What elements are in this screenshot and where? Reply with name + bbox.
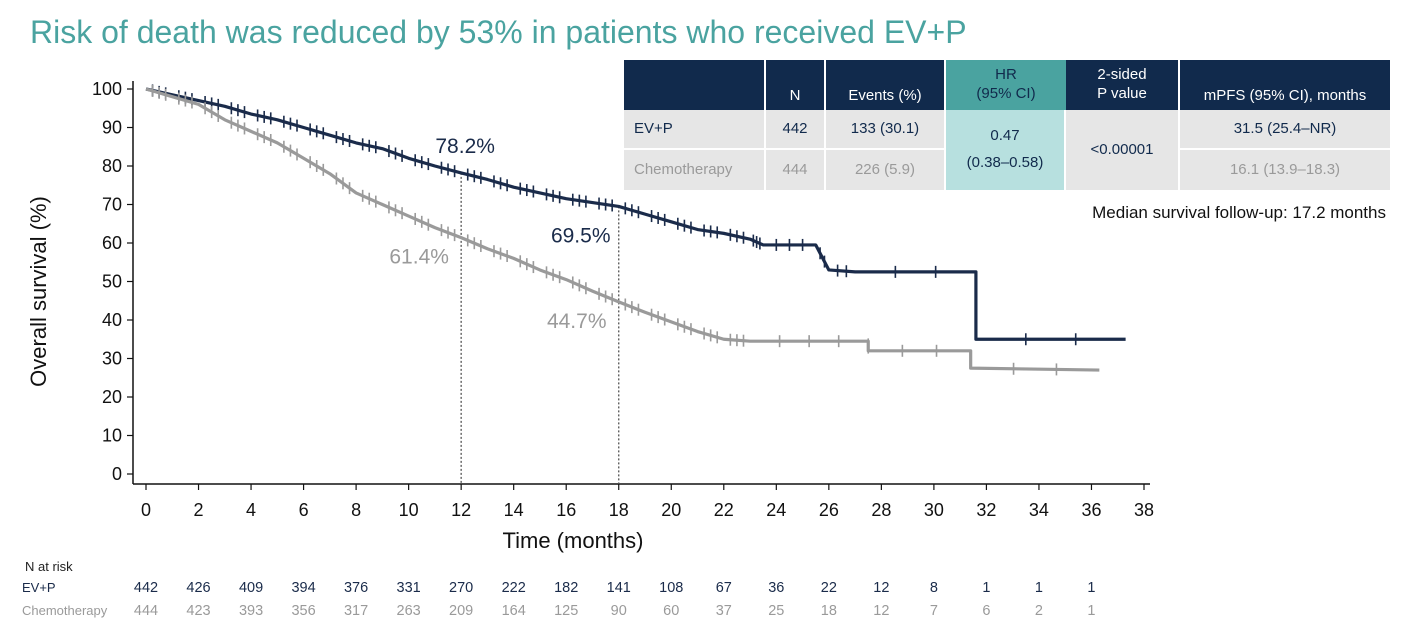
x-tick-label: 12	[451, 500, 471, 520]
header-hr-line1: HR	[995, 66, 1017, 84]
x-tick-label: 16	[556, 500, 576, 520]
row-chemo-events: 226 (5.9)	[826, 150, 946, 190]
row-evp-mpfs: 31.5 (25.4–NR)	[1180, 110, 1390, 150]
p-value-cell: <0.00001	[1066, 110, 1180, 190]
y-tick-label: 40	[102, 310, 122, 330]
page-title: Risk of death was reduced by 53% in pati…	[30, 14, 967, 50]
x-tick-label: 30	[924, 500, 944, 520]
x-tick-label: 0	[141, 500, 151, 520]
header-hr: HR (95% CI)	[946, 60, 1066, 110]
x-tick-label: 4	[246, 500, 256, 520]
x-tick-label: 8	[351, 500, 361, 520]
series-line-evp	[145, 87, 1126, 341]
y-tick-label: 100	[92, 79, 122, 99]
y-axis-label: Overall survival (%)	[26, 196, 51, 387]
annotation-69-5pct: 69.5%	[551, 224, 611, 247]
x-tick-label: 6	[299, 500, 309, 520]
header-mpfs: mPFS (95% CI), months	[1180, 60, 1390, 110]
x-tick-label: 38	[1134, 500, 1154, 520]
x-tick-label: 10	[399, 500, 419, 520]
header-pvalue-line1: 2-sided	[1097, 66, 1147, 84]
header-n: N	[766, 60, 826, 110]
row-evp-n: 442	[766, 110, 826, 150]
hr-value: 0.47	[990, 127, 1020, 145]
stats-table: N Events (%) HR (95% CI) 2-sided P value…	[624, 60, 1390, 190]
hr-value-cell: 0.47 (0.38–0.58)	[946, 110, 1066, 190]
followup-note: Median survival follow-up: 17.2 months	[1092, 203, 1386, 222]
x-tick-label: 20	[661, 500, 681, 520]
y-tick-label: 60	[102, 233, 122, 253]
x-tick-label: 26	[819, 500, 839, 520]
header-pvalue-line2: P value	[1097, 85, 1147, 102]
y-tick-label: 20	[102, 387, 122, 407]
y-tick-label: 80	[102, 156, 122, 176]
y-tick-label: 10	[102, 426, 122, 446]
annotation-61-4pct: 61.4%	[389, 246, 449, 269]
x-tick-label: 18	[609, 500, 629, 520]
x-tick-label: 24	[766, 500, 786, 520]
x-tick-label: 14	[504, 500, 524, 520]
row-evp-group: EV+P	[624, 110, 766, 150]
row-chemo-n: 444	[766, 150, 826, 190]
row-chemo-group: Chemotherapy	[624, 150, 766, 190]
y-tick-label: 50	[102, 272, 122, 292]
row-chemo-mpfs: 16.1 (13.9–18.3)	[1180, 150, 1390, 190]
series-line-chemo	[145, 87, 1100, 372]
x-tick-label: 28	[871, 500, 891, 520]
y-tick-label: 70	[102, 195, 122, 215]
header-pvalue: 2-sided P value	[1066, 60, 1180, 110]
header-hr-line2: (95% CI)	[976, 85, 1036, 102]
x-tick-label: 32	[976, 500, 996, 520]
y-tick-label: 30	[102, 349, 122, 369]
x-tick-label: 22	[714, 500, 734, 520]
hr-ci: (0.38–0.58)	[966, 154, 1044, 171]
y-tick-label: 0	[112, 464, 122, 484]
x-tick-label: 36	[1081, 500, 1101, 520]
header-group	[624, 60, 766, 110]
annotation-44-7pct: 44.7%	[547, 310, 607, 333]
x-axis-label: Time (months)	[503, 528, 644, 553]
y-tick-label: 90	[102, 118, 122, 138]
row-evp-events: 133 (30.1)	[826, 110, 946, 150]
annotation-78-2pct: 78.2%	[435, 135, 495, 158]
header-events: Events (%)	[826, 60, 946, 110]
x-tick-label: 34	[1029, 500, 1049, 520]
x-tick-label: 2	[194, 500, 204, 520]
